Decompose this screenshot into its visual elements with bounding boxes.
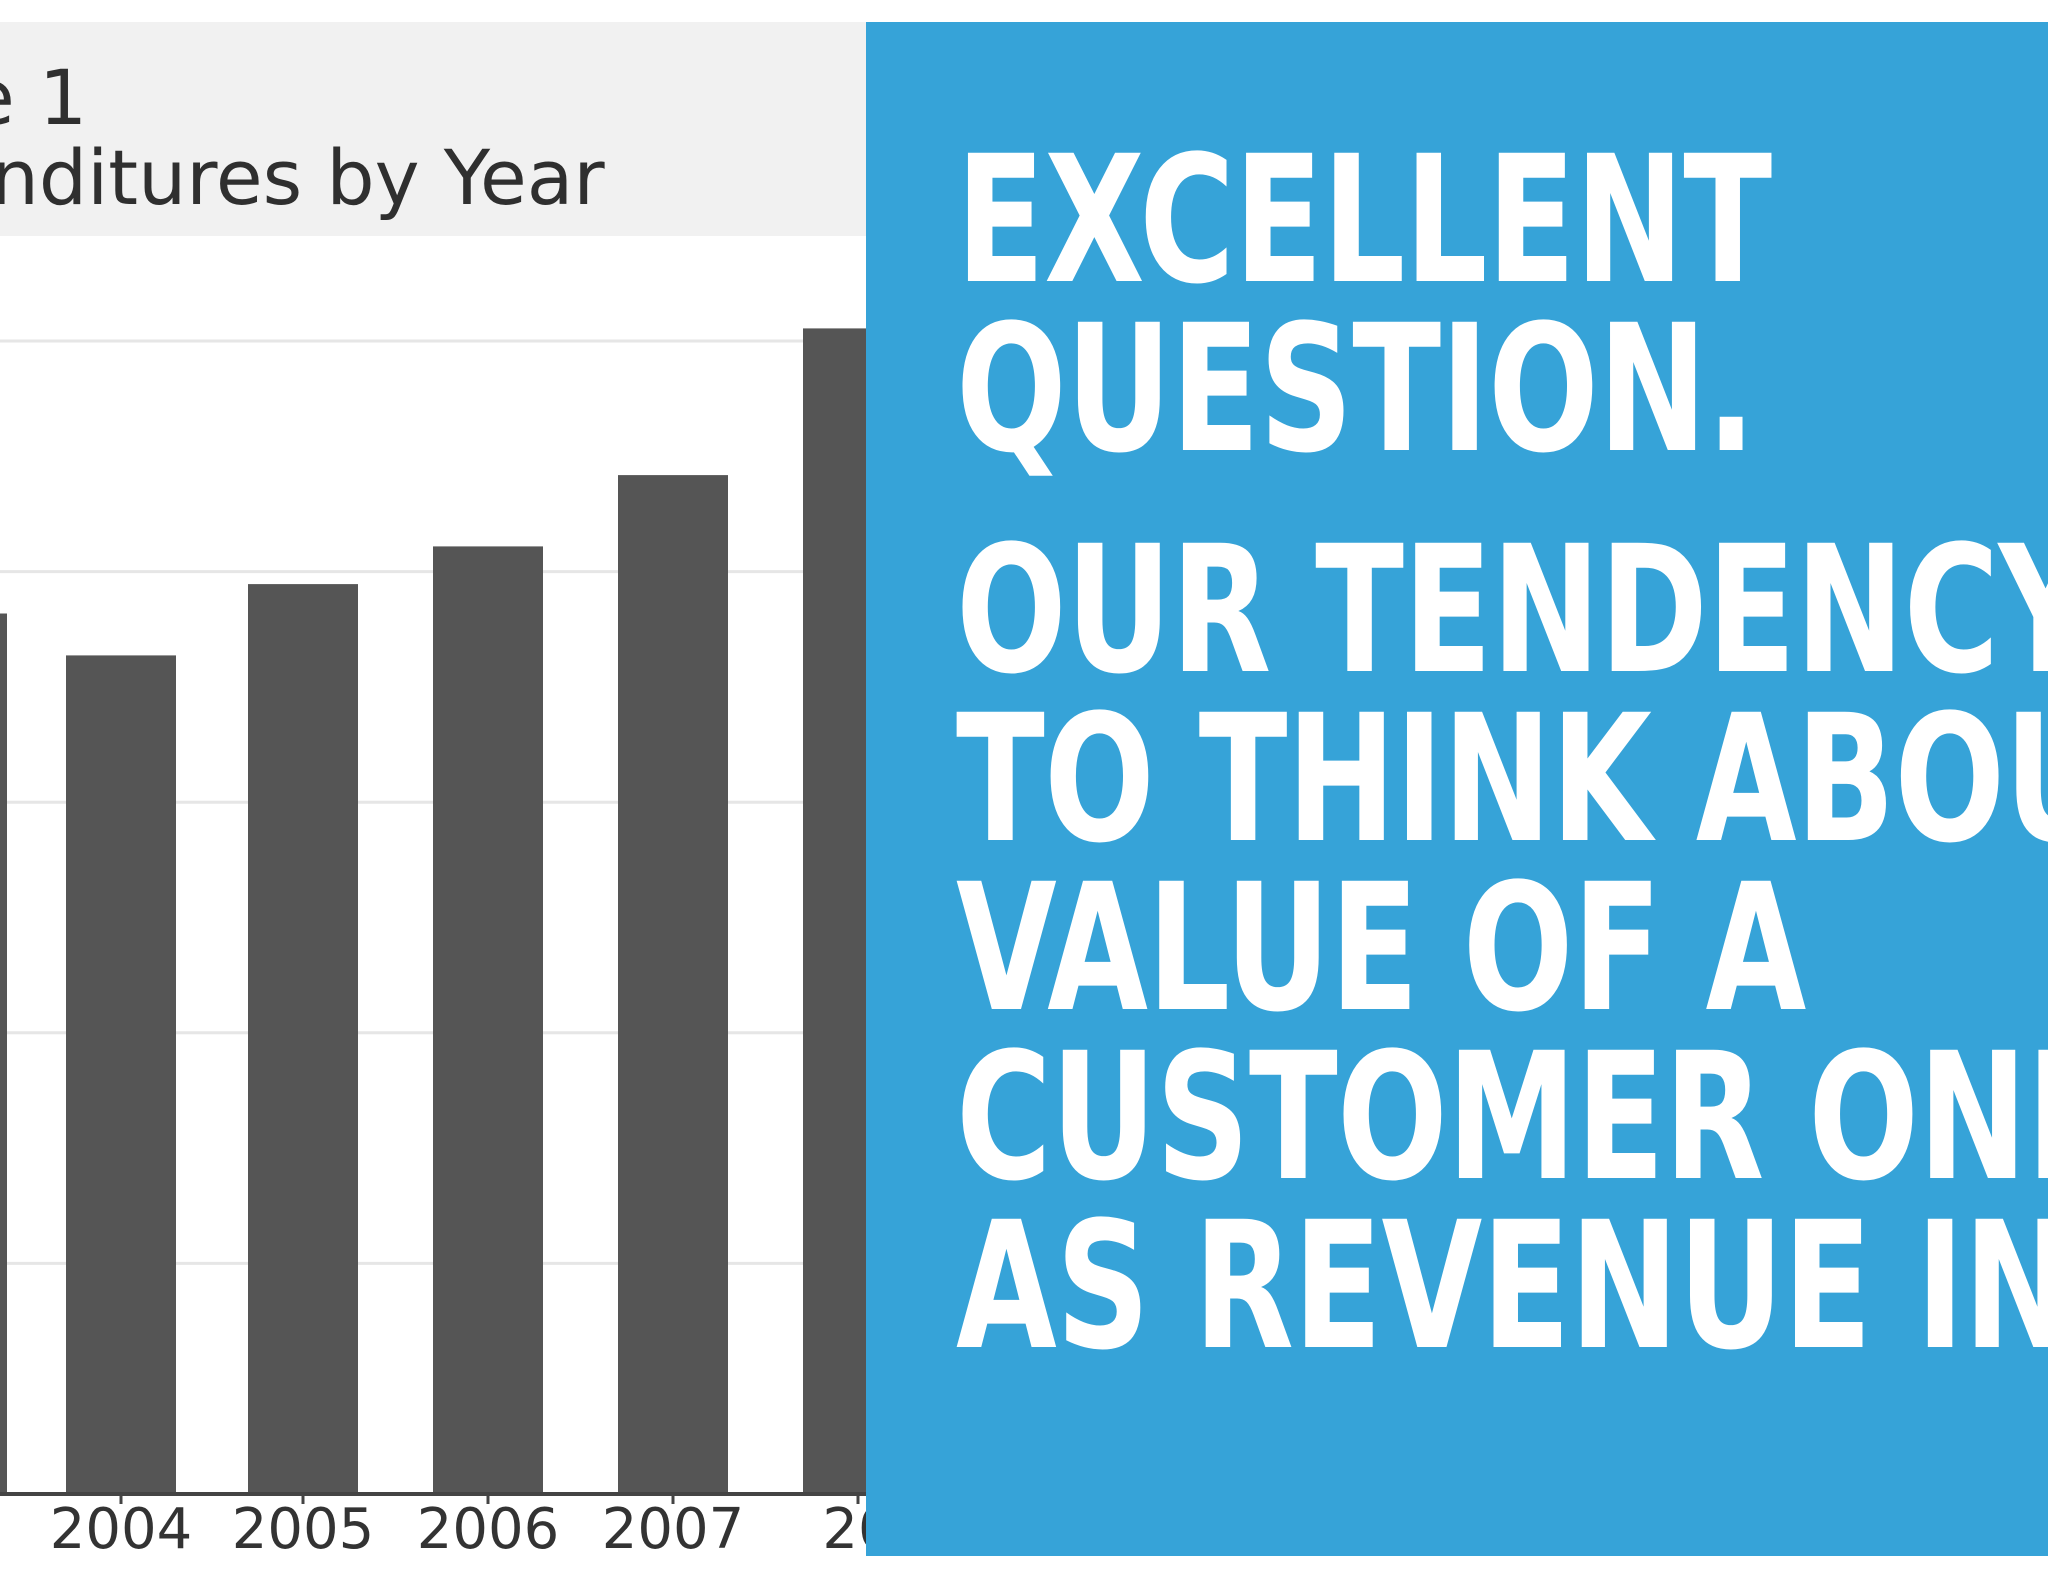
- x-tick-label-2004: 2004: [50, 1497, 193, 1556]
- bars: [0, 328, 866, 1495]
- message-panel: EXCELLENT QUESTION. OUR TENDENCY IS TO T…: [866, 22, 2048, 1556]
- chart-title-line-2: enditures by Year: [0, 133, 605, 222]
- message-text: EXCELLENT QUESTION. OUR TENDENCY IS TO T…: [956, 118, 2048, 1389]
- x-tick-label-2007: 2007: [602, 1497, 745, 1556]
- bar-3: [0, 613, 7, 1494]
- chart-header: e 1 enditures by Year: [0, 22, 866, 236]
- message-line-2: QUESTION.: [956, 286, 1756, 492]
- message-line-1: EXCELLENT: [956, 118, 1772, 323]
- bar-chart: 3200420052006200720: [0, 236, 866, 1556]
- message-line-4: TO THINK ABOUT: [956, 676, 2048, 882]
- bar-2004: [66, 655, 176, 1494]
- x-tick-label-2006: 2006: [417, 1497, 560, 1556]
- message-line-6: CUSTOMER ONLY: [956, 1014, 2048, 1220]
- chart-panel: e 1 enditures by Year 320042005200620072…: [0, 22, 866, 1556]
- x-axis: [0, 1492, 866, 1504]
- message-block-2: OUR TENDENCY IS TO THINK ABOUT VALUE OF …: [956, 507, 2048, 1389]
- chart-title-line-1: e 1: [0, 53, 88, 142]
- bar-2007: [618, 475, 728, 1495]
- x-tick-label-20: 20: [822, 1497, 866, 1556]
- bar-2006: [433, 546, 543, 1494]
- message-line-5: VALUE OF A: [956, 845, 1806, 1051]
- bar-20: [803, 328, 866, 1494]
- message-line-3: OUR TENDENCY IS: [956, 507, 2048, 713]
- x-tick-label-2005: 2005: [232, 1497, 375, 1556]
- x-tick-labels: 3200420052006200720: [50, 1497, 866, 1556]
- message-block-1: EXCELLENT QUESTION.: [956, 118, 1772, 492]
- message-line-7: AS REVENUE IN.: [956, 1183, 2048, 1389]
- bar-2005: [248, 584, 358, 1494]
